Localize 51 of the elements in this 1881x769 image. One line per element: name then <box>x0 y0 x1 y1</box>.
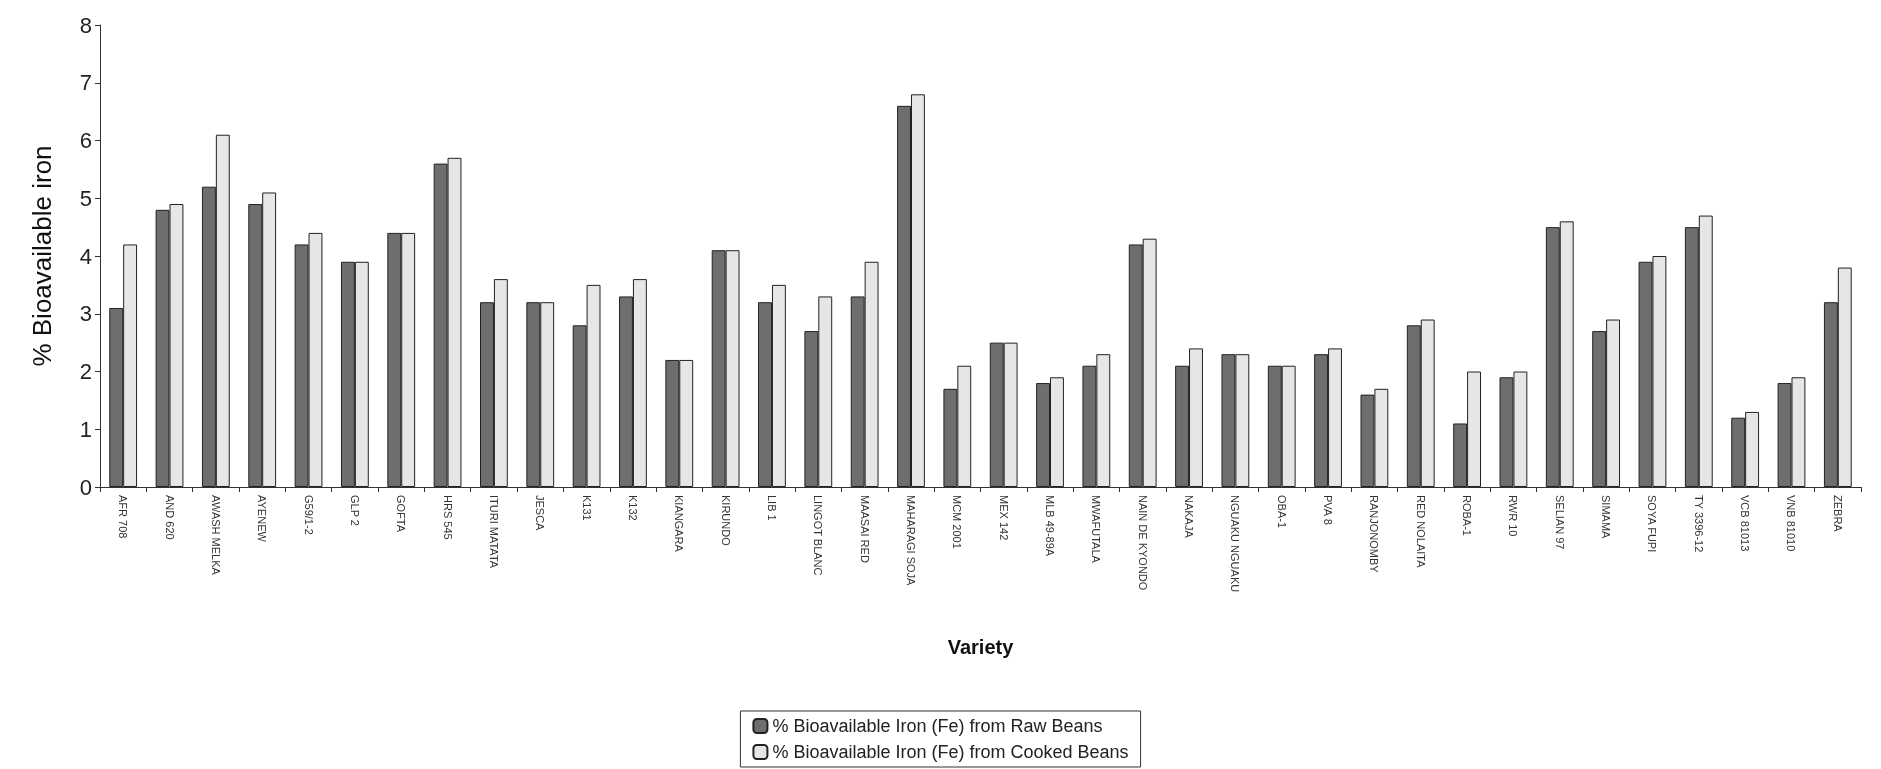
x-tick-label: KIANGARA <box>673 495 686 553</box>
x-tick-label: K132 <box>626 495 639 521</box>
x-tick-label: GLP 2 <box>348 495 361 526</box>
y-tick-label: 3 <box>79 301 92 327</box>
x-tick-label: LINGOT BLANC <box>812 495 825 576</box>
x-tick-label: NAKAJA <box>1183 495 1196 539</box>
x-tick-label: MCM 2001 <box>951 495 964 549</box>
x-tick-label: MWAFUTALA <box>1090 495 1103 564</box>
y-tick-label: 4 <box>79 243 92 269</box>
x-tick-label: SELIAN 97 <box>1553 495 1566 550</box>
x-tick-label: G59/1-2 <box>302 495 315 535</box>
x-tick-label: RWR 10 <box>1507 495 1520 537</box>
x-tick-label: RED NOLAITA <box>1414 495 1427 569</box>
x-tick-label: AFR 708 <box>117 495 130 539</box>
x-tick-label: NGUAKU NGUAKU <box>1229 495 1242 593</box>
y-tick-label: 2 <box>79 359 92 384</box>
x-tick-label: JESCA <box>534 495 547 532</box>
x-tick-label: ITURI MATATA <box>487 495 500 569</box>
x-tick-label: AND 620 <box>163 495 176 540</box>
legend-label: % Bioavailable Iron (Fe) from Raw Beans <box>772 716 1103 736</box>
x-tick-label: OBA-1 <box>1275 495 1288 529</box>
x-axis-title: Variety <box>947 636 1015 658</box>
x-tick-label: MAHARAGI SOJA <box>904 495 917 587</box>
x-tick-label: K131 <box>580 495 593 521</box>
x-tick-label: HRS 545 <box>441 495 454 540</box>
x-tick-label: AWASH MELKA <box>209 495 222 576</box>
y-tick-label: 5 <box>79 185 92 211</box>
x-tick-label: KIRUNDO <box>719 495 732 547</box>
x-tick-label: RANJONOMBY <box>1368 495 1381 574</box>
x-tick-label: SOYA FUPI <box>1646 495 1659 553</box>
x-tick-label: LIB 1 <box>765 495 778 521</box>
x-tick-label: NAIN DE KYONDO <box>1136 495 1149 591</box>
y-tick-label: 0 <box>79 474 92 500</box>
x-tick-label: TY 3396-12 <box>1692 495 1705 553</box>
x-tick-label: VNB 81010 <box>1785 495 1798 552</box>
y-tick-label: 1 <box>79 416 92 442</box>
x-tick-label: SIMAMA <box>1600 495 1613 540</box>
y-tick-label: 8 <box>79 12 92 38</box>
x-tick-label: MEX 142 <box>997 495 1010 541</box>
x-tick-label: GOFTA <box>395 495 408 533</box>
x-tick-label: MLB 49-89A <box>1044 495 1057 557</box>
y-axis-title: % Bioavailable iron <box>27 145 57 367</box>
y-tick-label: 7 <box>79 70 92 96</box>
x-tick-label: VCB 81013 <box>1739 495 1752 552</box>
x-tick-label: MAASAI RED <box>858 495 871 563</box>
y-tick-label: 6 <box>79 128 92 153</box>
x-tick-label: ROBA-1 <box>1461 495 1474 536</box>
legend-label: % Bioavailable Iron (Fe) from Cooked Beans <box>772 742 1129 762</box>
x-tick-label: PVA 8 <box>1322 495 1335 525</box>
x-tick-label: AYENEW <box>256 495 269 543</box>
x-tick-label: ZEBRA <box>1831 495 1844 533</box>
